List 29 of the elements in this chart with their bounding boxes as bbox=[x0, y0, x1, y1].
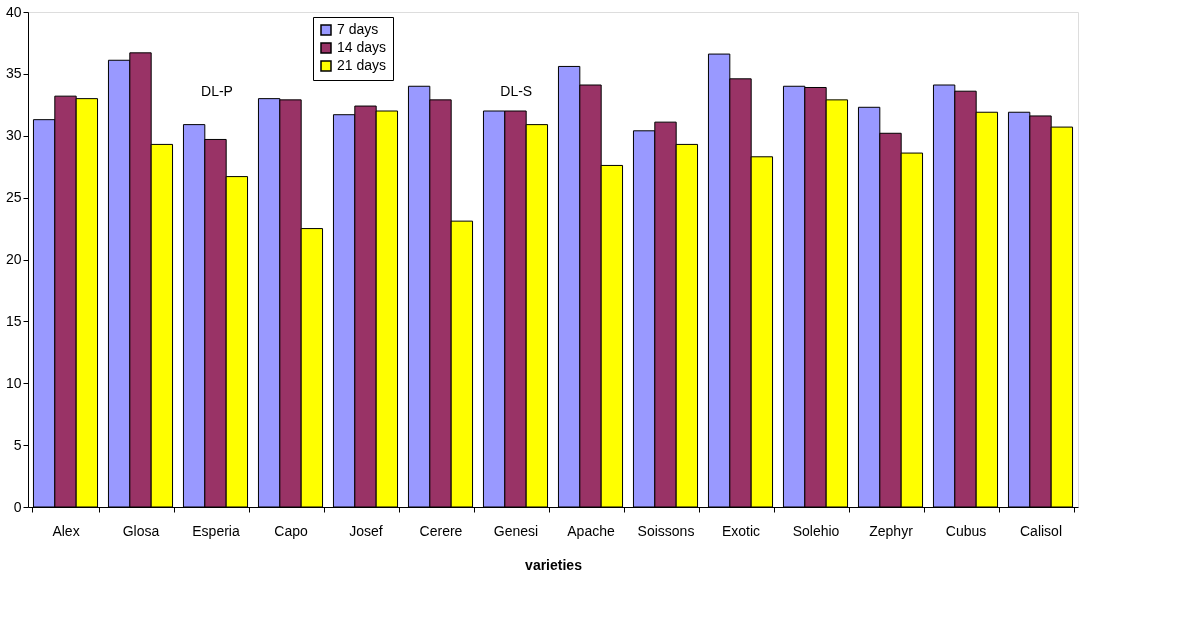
y-tick-label: 20 bbox=[5, 251, 22, 267]
y-tick-label: 25 bbox=[5, 189, 22, 206]
x-tick-label: Capo bbox=[274, 522, 308, 539]
x-tick-label: Glosa bbox=[122, 522, 160, 539]
x-tick-label: Genesi bbox=[493, 522, 539, 539]
x-tick-label: Cubus bbox=[945, 522, 987, 539]
x-tick-label: Soissons bbox=[637, 522, 695, 539]
legend-label: 7 days bbox=[337, 21, 379, 37]
x-tick-label: Cerere bbox=[419, 522, 463, 539]
x-tick-label: Alex bbox=[52, 522, 80, 539]
x-tick-label: Esperia bbox=[192, 522, 240, 539]
annotation: DL-S bbox=[500, 83, 533, 99]
y-tick-label: 10 bbox=[5, 374, 22, 391]
y-tick-label: 5 bbox=[13, 436, 22, 453]
x-tick-label: Josef bbox=[349, 522, 383, 539]
x-tick-label: Solehio bbox=[792, 522, 840, 539]
annotation: DL-P bbox=[201, 83, 233, 99]
x-tick-label: Zephyr bbox=[869, 522, 914, 539]
x-tick-label: Calisol bbox=[1019, 522, 1063, 539]
y-tick-label: 40 bbox=[5, 3, 22, 20]
y-tick-label: 0 bbox=[13, 498, 22, 515]
x-tick-label: Apache bbox=[567, 522, 615, 539]
legend-label: 21 days bbox=[337, 57, 387, 73]
legend-label: 14 days bbox=[337, 39, 387, 55]
y-tick-label: 30 bbox=[5, 127, 22, 144]
y-tick-label: 15 bbox=[5, 312, 22, 329]
x-tick-label: Exotic bbox=[721, 522, 761, 539]
x-axis-title: varieties bbox=[525, 556, 583, 573]
y-tick-label: 35 bbox=[5, 65, 22, 82]
